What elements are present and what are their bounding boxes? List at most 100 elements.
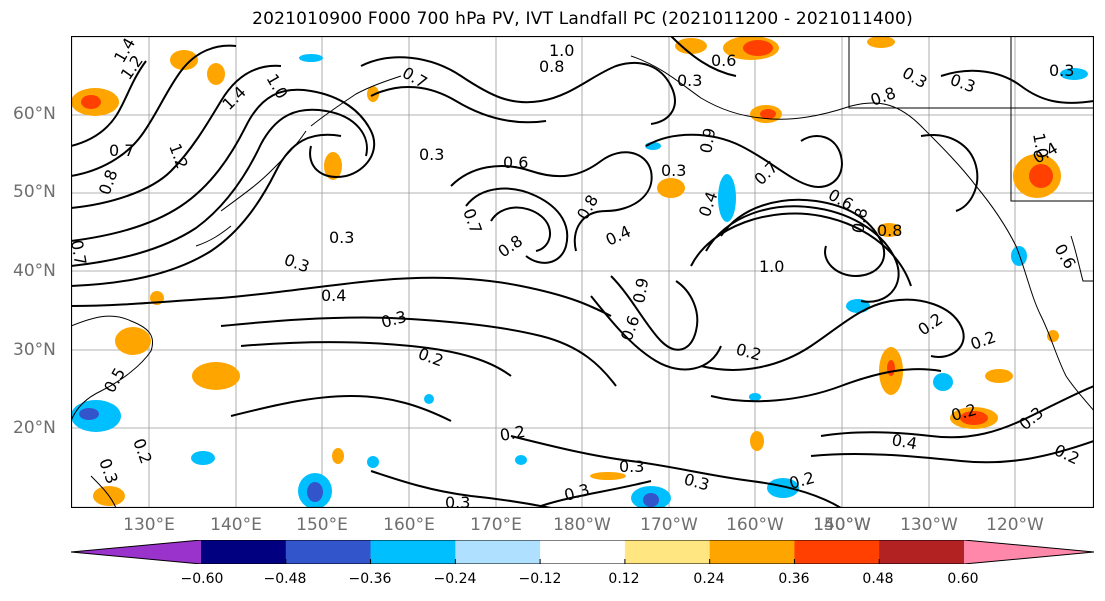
strong-positive-patch (1029, 164, 1053, 188)
contour-label: 0.6 (711, 51, 736, 70)
contour-label: 0.3 (661, 161, 686, 180)
contour-label: 0.8 (877, 221, 902, 240)
negative-patch (933, 373, 953, 391)
negative-patch (299, 54, 323, 62)
negative-patch (191, 451, 215, 465)
lon-label: 170°W (640, 515, 698, 535)
contour-label: 0.4 (321, 286, 346, 305)
lon-label: 130°E (123, 515, 175, 535)
strong-positive-patch (743, 40, 773, 56)
negative-patch (424, 394, 434, 404)
colorbar (70, 539, 1095, 565)
strong-negative-patch (307, 482, 323, 502)
positive-patch (170, 50, 198, 70)
colorbar-tick: 0.36 (778, 571, 810, 587)
contour-label: 0.3 (1049, 61, 1074, 80)
map-panel: 1.4 1.2 1.0 1.4 1.2 0.8 0.7 0.7 1.0 0.8 … (67, 34, 1095, 512)
positive-patch (115, 327, 151, 355)
lat-label: 60°N (13, 104, 56, 124)
strong-negative-patch (79, 408, 99, 420)
contour-label: 1.0 (549, 41, 574, 60)
positive-patch (985, 369, 1013, 383)
contour-label: 0.7 (71, 238, 90, 266)
strong-positive-patch (760, 109, 776, 119)
contour-label: 1.0 (759, 257, 784, 276)
lon-label: 130°W (900, 515, 958, 535)
contour-label: 0.3 (419, 145, 444, 164)
contour-label: 0.3 (445, 493, 470, 508)
colorbar-segment (370, 540, 456, 564)
colorbar-segment (285, 540, 372, 564)
lon-label: 150°E (296, 515, 348, 535)
negative-patch (749, 393, 761, 401)
lat-label: 30°N (13, 340, 56, 360)
pv-contours (70, 35, 1095, 509)
contour-label: 0.6 (503, 153, 528, 172)
lat-label: 50°N (13, 182, 56, 202)
colorbar-segment (455, 540, 541, 564)
colorbar-tick: 0.48 (862, 571, 894, 587)
strong-negative-patch (643, 493, 659, 507)
colorbar-extend-min (71, 540, 201, 564)
positive-patch (590, 472, 626, 480)
positive-patch (877, 223, 901, 237)
contour-label: 0.7 (109, 141, 134, 160)
lon-label: 180°W (553, 515, 611, 535)
colorbar-tick: 0.12 (608, 571, 640, 587)
coastlines (70, 36, 1095, 509)
contour-label: 0.9 (696, 126, 719, 154)
lat-label: 20°N (13, 418, 56, 438)
contour-label: 0.8 (539, 57, 564, 76)
positive-patch (324, 152, 342, 180)
positive-patch (867, 36, 895, 48)
colorbar-segment (709, 540, 795, 564)
contour-label: 0.9 (629, 276, 652, 304)
colorbar-tick: −0.48 (263, 571, 307, 587)
negative-patch (718, 174, 736, 222)
contour-label: 1.0 (1029, 131, 1052, 159)
positive-patch (332, 448, 344, 464)
contour-label: 0.8 (848, 206, 871, 234)
colorbar-tick: −0.60 (180, 571, 224, 587)
lon-label: 170°E (470, 515, 522, 535)
strong-positive-patch (81, 95, 101, 109)
lat-label: 40°N (13, 261, 56, 281)
lon-label: 140°W (813, 515, 871, 535)
colorbar-tick: 0.24 (693, 571, 725, 587)
lon-label: 160°W (726, 515, 784, 535)
positive-patch (1047, 330, 1059, 342)
positive-patch (657, 178, 685, 198)
colorbar-segment (624, 540, 711, 564)
colorbar-tick: −0.24 (433, 571, 477, 587)
contour-label: 0.3 (329, 228, 354, 247)
colorbar-extend-max (964, 540, 1094, 564)
colorbar-segment (540, 540, 626, 564)
lon-label: 160°E (383, 515, 435, 535)
graticule (71, 36, 1094, 508)
positive-patch (207, 63, 225, 85)
strong-positive-patch (960, 411, 988, 425)
map-border (70, 35, 1095, 509)
shading-layer (71, 36, 1088, 510)
contour-label: 0.2 (498, 422, 526, 445)
colorbar-segment (794, 540, 880, 564)
negative-patch (367, 456, 379, 468)
lon-label: 120°W (986, 515, 1044, 535)
colorbar-tick: −0.12 (518, 571, 562, 587)
contour-label: 0.4 (890, 430, 918, 453)
positive-patch (675, 38, 707, 54)
lon-label: 140°E (210, 515, 262, 535)
colorbar-svg (70, 539, 1095, 565)
negative-patch (515, 455, 527, 465)
colorbar-segment (201, 540, 287, 564)
negative-patch (767, 478, 799, 498)
positive-patch (750, 431, 764, 451)
colorbar-tick: −0.36 (348, 571, 392, 587)
negative-patch (1011, 246, 1027, 266)
colorbar-segment (879, 540, 965, 564)
colorbar-tick: 0.60 (947, 571, 979, 587)
contour-label: 0.3 (677, 71, 702, 90)
strong-positive-patch (887, 360, 895, 376)
contour-label: 0.3 (619, 457, 644, 476)
negative-patch (1060, 68, 1088, 80)
